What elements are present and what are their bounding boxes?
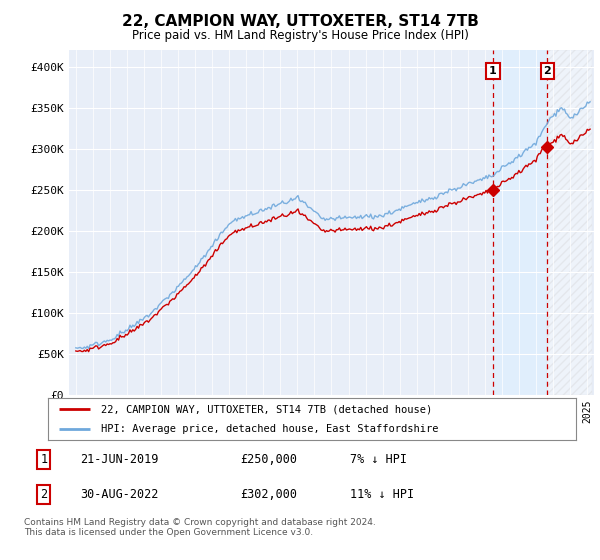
Text: 22, CAMPION WAY, UTTOXETER, ST14 7TB: 22, CAMPION WAY, UTTOXETER, ST14 7TB bbox=[122, 14, 478, 29]
Text: 1: 1 bbox=[489, 66, 497, 76]
Text: 11% ↓ HPI: 11% ↓ HPI bbox=[350, 488, 414, 501]
Text: Contains HM Land Registry data © Crown copyright and database right 2024.
This d: Contains HM Land Registry data © Crown c… bbox=[24, 518, 376, 538]
Text: 1: 1 bbox=[40, 454, 47, 466]
Text: 7% ↓ HPI: 7% ↓ HPI bbox=[350, 454, 407, 466]
Bar bbox=[547, 50, 592, 395]
Text: 21-JUN-2019: 21-JUN-2019 bbox=[80, 454, 158, 466]
Text: 2: 2 bbox=[544, 66, 551, 76]
Text: £302,000: £302,000 bbox=[240, 488, 297, 501]
Text: 30-AUG-2022: 30-AUG-2022 bbox=[80, 488, 158, 501]
Text: £250,000: £250,000 bbox=[240, 454, 297, 466]
Text: Price paid vs. HM Land Registry's House Price Index (HPI): Price paid vs. HM Land Registry's House … bbox=[131, 29, 469, 42]
Bar bbox=[493, 50, 547, 395]
Text: HPI: Average price, detached house, East Staffordshire: HPI: Average price, detached house, East… bbox=[101, 424, 438, 433]
Text: 22, CAMPION WAY, UTTOXETER, ST14 7TB (detached house): 22, CAMPION WAY, UTTOXETER, ST14 7TB (de… bbox=[101, 404, 432, 414]
Text: 2: 2 bbox=[40, 488, 47, 501]
